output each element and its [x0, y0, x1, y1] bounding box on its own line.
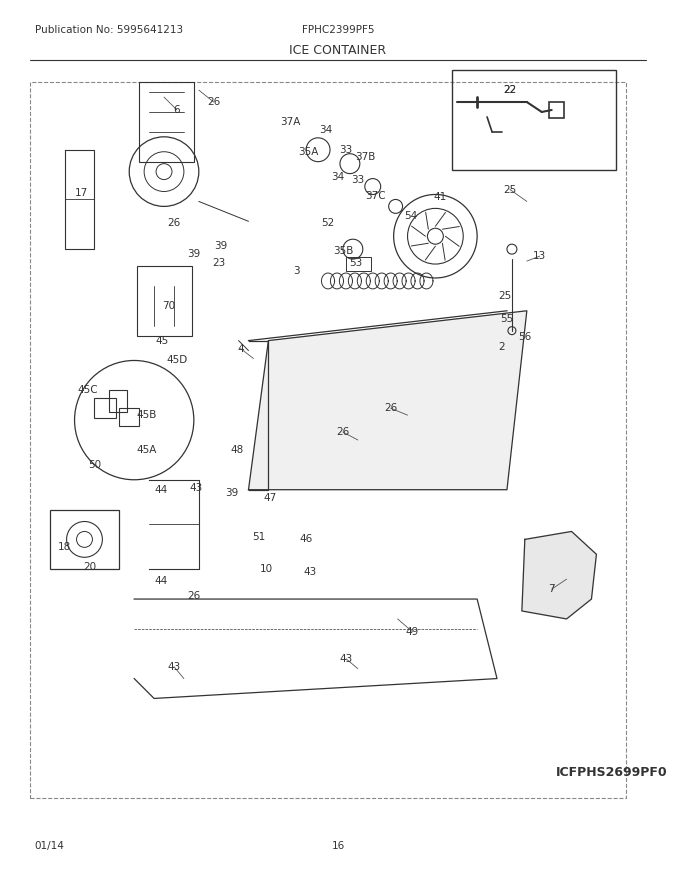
Bar: [30, 82, 626, 798]
Text: 25: 25: [503, 185, 517, 194]
Text: 7: 7: [548, 584, 555, 594]
Bar: [346, 257, 371, 271]
Text: 35A: 35A: [298, 147, 318, 157]
Bar: [50, 510, 119, 569]
Text: ICE CONTAINER: ICE CONTAINER: [290, 44, 386, 57]
Bar: [109, 391, 127, 412]
Text: Publication No: 5995641213: Publication No: 5995641213: [35, 26, 183, 35]
Text: 54: 54: [404, 211, 417, 222]
Text: 2: 2: [498, 341, 505, 352]
Text: 3: 3: [293, 266, 299, 276]
Text: 01/14: 01/14: [35, 840, 65, 851]
Bar: [549, 102, 564, 118]
Text: FPHC2399PF5: FPHC2399PF5: [302, 26, 374, 35]
Text: 17: 17: [75, 188, 88, 199]
Text: 26: 26: [167, 218, 181, 228]
Text: 45A: 45A: [137, 445, 157, 455]
Text: 46: 46: [299, 534, 313, 545]
Text: 45B: 45B: [137, 410, 157, 420]
Text: 37C: 37C: [365, 192, 386, 202]
Text: 18: 18: [58, 542, 71, 553]
Text: 22: 22: [503, 85, 517, 95]
Text: 25: 25: [498, 291, 511, 301]
Text: 16: 16: [331, 840, 345, 851]
Polygon shape: [522, 532, 596, 619]
Text: 49: 49: [406, 627, 419, 637]
Text: 26: 26: [187, 591, 201, 601]
Text: 26: 26: [207, 97, 220, 107]
Text: ICFPHS2699PF0: ICFPHS2699PF0: [556, 766, 667, 780]
Text: 43: 43: [189, 483, 203, 493]
Bar: [95, 399, 116, 418]
Text: 55: 55: [500, 314, 513, 324]
Text: 26: 26: [384, 403, 397, 414]
Text: 10: 10: [260, 564, 273, 575]
Text: 39: 39: [214, 241, 227, 251]
Text: 48: 48: [230, 445, 243, 455]
Text: 20: 20: [83, 562, 96, 572]
Text: 26: 26: [337, 427, 350, 437]
Text: 52: 52: [322, 218, 335, 228]
Polygon shape: [248, 311, 527, 489]
Text: 70: 70: [163, 301, 175, 311]
Text: 44: 44: [154, 485, 168, 495]
Text: 53: 53: [350, 258, 362, 268]
Bar: [139, 82, 194, 162]
Text: 43: 43: [339, 654, 352, 664]
Text: 41: 41: [434, 193, 447, 202]
Text: 4: 4: [237, 343, 244, 354]
Text: 35B: 35B: [333, 246, 353, 256]
Text: 51: 51: [252, 532, 265, 542]
Text: 6: 6: [173, 105, 180, 115]
Text: 43: 43: [167, 662, 181, 671]
Text: 47: 47: [264, 493, 277, 502]
Text: 56: 56: [518, 332, 532, 341]
Text: 45C: 45C: [77, 385, 98, 395]
Text: 13: 13: [533, 251, 547, 261]
Text: 39: 39: [187, 249, 201, 259]
Text: 37A: 37A: [280, 117, 301, 127]
Text: 45: 45: [156, 335, 169, 346]
Text: 45D: 45D: [167, 356, 188, 365]
Text: 44: 44: [154, 576, 168, 586]
Text: 33: 33: [339, 144, 352, 155]
Bar: [137, 266, 192, 335]
Text: 22: 22: [503, 85, 517, 95]
Text: 33: 33: [352, 174, 364, 185]
Text: 43: 43: [303, 568, 317, 577]
Text: 34: 34: [320, 125, 333, 135]
Text: 37B: 37B: [356, 151, 376, 162]
Text: 39: 39: [225, 488, 238, 498]
Text: 34: 34: [331, 172, 345, 181]
Text: 50: 50: [88, 460, 101, 470]
Bar: [119, 408, 139, 426]
Bar: [452, 70, 616, 170]
Text: 23: 23: [212, 258, 225, 268]
